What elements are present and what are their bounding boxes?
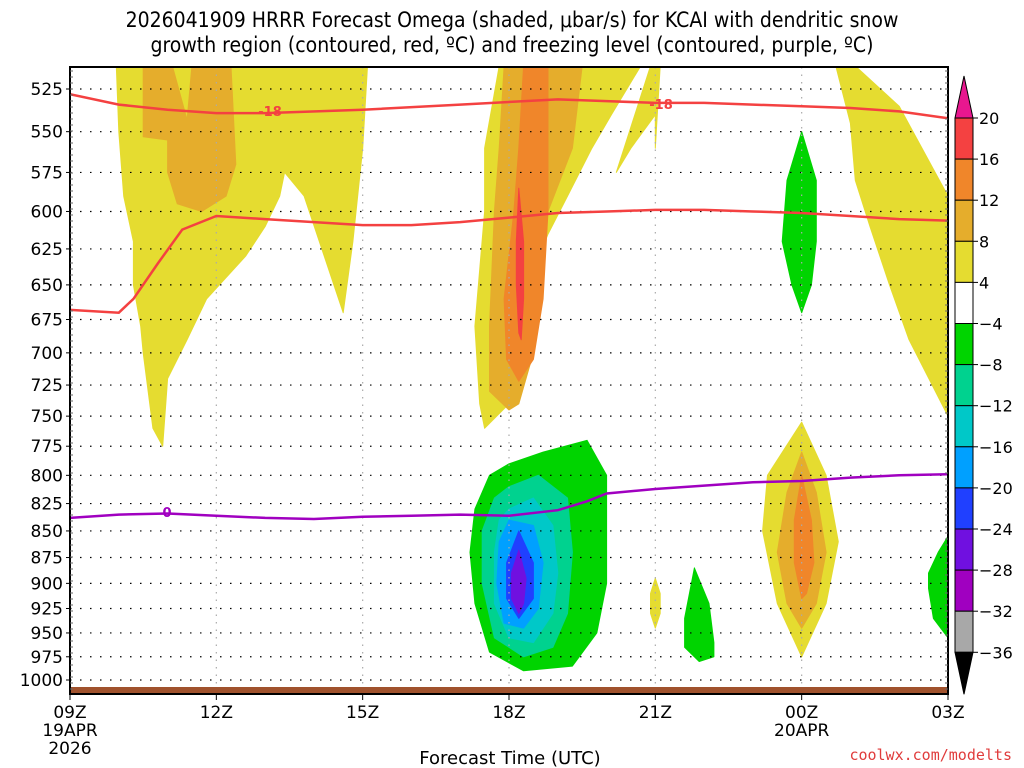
y-tick-label: 700 bbox=[31, 344, 63, 364]
y-tick-label: 650 bbox=[31, 276, 63, 296]
y-tick-label: 800 bbox=[31, 466, 63, 486]
x-tick-label: 15Z bbox=[346, 703, 379, 723]
y-tick-label: 750 bbox=[31, 407, 63, 427]
colorbar-label: −20 bbox=[979, 479, 1013, 498]
colorbar-min-arrow bbox=[954, 651, 974, 695]
y-tick-label: 900 bbox=[31, 574, 63, 594]
y-tick-label: 625 bbox=[31, 240, 63, 260]
x-tick-date: 20APR bbox=[774, 721, 830, 741]
y-axis: 525 550 575 600 625 650 675 700 725 750 775 800 825 8… bbox=[20, 70, 948, 691]
colorbar-swatch-16_20 bbox=[954, 117, 974, 160]
shaded-region-green-right-edge bbox=[928, 535, 948, 639]
colorbar-label: 20 bbox=[979, 109, 999, 128]
dgz-label-1: -18 bbox=[258, 105, 282, 120]
chart-title-line-1: 2026041909 HRRR Forecast Omega (shaded, … bbox=[126, 8, 899, 32]
dgz-label-2: -18 bbox=[649, 98, 673, 113]
colorbar: 20 16 12 8 4 −4 −8 −12 −16 −20 −24 −28 −32 −36 bbox=[954, 75, 1013, 695]
credit-link[interactable]: coolwx.com/modelts bbox=[849, 746, 1012, 764]
y-tick-label: 850 bbox=[31, 522, 63, 542]
shaded-region-orange-upper-left bbox=[142, 67, 237, 212]
shaded-region-dark-orange-00z-blob bbox=[793, 474, 815, 599]
colorbar-label: 16 bbox=[979, 150, 999, 169]
colorbar-swatch--4_4 bbox=[954, 281, 974, 324]
y-tick-label: 725 bbox=[31, 376, 63, 396]
colorbar-swatch--32_-28 bbox=[954, 569, 974, 612]
y-tick-label: 875 bbox=[31, 549, 63, 569]
freezing-level-contour bbox=[70, 472, 948, 521]
shaded-region-yellow-20z-wedge bbox=[615, 67, 661, 173]
colorbar-label: −4 bbox=[979, 315, 1003, 334]
colorbar-label: 8 bbox=[979, 232, 989, 251]
colorbar-swatch--20_-16 bbox=[954, 446, 974, 489]
x-tick-label: 12Z bbox=[200, 703, 233, 723]
colorbar-swatch--16_-12 bbox=[954, 405, 974, 448]
colorbar-label: −8 bbox=[979, 356, 1003, 375]
shaded-region-green-22z-blob bbox=[684, 567, 715, 662]
colorbar-label: 12 bbox=[979, 191, 999, 210]
shaded-region-yellow-right-diagonal bbox=[835, 67, 948, 417]
colorbar-swatch--12_-8 bbox=[954, 364, 974, 407]
contour-layer: -18 -18 0 bbox=[70, 92, 948, 521]
x-tick-label: 18Z bbox=[492, 703, 525, 723]
y-tick-label: 575 bbox=[31, 163, 63, 183]
colorbar-label: −16 bbox=[979, 438, 1013, 457]
shaded-region-green-00z-column bbox=[781, 131, 817, 314]
colorbar-swatch-8_12 bbox=[954, 199, 974, 242]
y-tick-label: 825 bbox=[31, 495, 63, 515]
colorbar-swatch-12_16 bbox=[954, 158, 974, 201]
colorbar-label: −24 bbox=[979, 520, 1013, 539]
x-tick-label: 09Z bbox=[53, 703, 86, 723]
colorbar-label: 4 bbox=[979, 273, 989, 292]
y-tick-label: 600 bbox=[31, 202, 63, 222]
shaded-region-dark-orange-19z-column bbox=[503, 67, 549, 382]
y-tick-label: 675 bbox=[31, 311, 63, 331]
colorbar-max-arrow bbox=[954, 75, 974, 119]
colorbar-swatch--36_-32 bbox=[954, 610, 974, 653]
shaded-region-red-19z-streak bbox=[515, 187, 525, 341]
y-tick-label: 1000 bbox=[20, 671, 63, 691]
dgz-upper-contour bbox=[70, 92, 948, 120]
shaded-region-purple-19z-blob bbox=[510, 549, 527, 614]
colorbar-label: −12 bbox=[979, 397, 1013, 416]
y-tick-label: 975 bbox=[31, 648, 63, 668]
colorbar-swatch--28_-24 bbox=[954, 528, 974, 571]
colorbar-label: −28 bbox=[979, 561, 1013, 580]
freezing-level-label: 0 bbox=[162, 506, 171, 521]
x-tick-label: 21Z bbox=[639, 703, 672, 723]
y-tick-label: 550 bbox=[31, 123, 63, 143]
omega-shading-layer bbox=[115, 67, 948, 672]
x-tick-date: 19APR bbox=[42, 721, 98, 741]
colorbar-label: −32 bbox=[979, 602, 1013, 621]
y-tick-label: 525 bbox=[31, 80, 63, 100]
ground-surface bbox=[70, 687, 948, 694]
colorbar-label: −36 bbox=[979, 643, 1013, 662]
shaded-region-yellow-21z-sliver bbox=[650, 577, 661, 629]
colorbar-swatch--8_-4 bbox=[954, 323, 974, 366]
dgz-lower-contour bbox=[70, 208, 948, 314]
y-tick-label: 925 bbox=[31, 599, 63, 619]
chart-title-line-2: growth region (contoured, red, ºC) and f… bbox=[151, 33, 874, 57]
x-tick-label: 03Z bbox=[931, 703, 964, 723]
ground-layer bbox=[70, 687, 948, 694]
x-tick-year: 2026 bbox=[48, 739, 91, 759]
colorbar-swatch-4_8 bbox=[954, 240, 974, 283]
x-tick-label: 00Z bbox=[785, 703, 818, 723]
y-tick-label: 950 bbox=[31, 624, 63, 644]
colorbar-swatch--24_-20 bbox=[954, 487, 974, 530]
x-axis-label: Forecast Time (UTC) bbox=[419, 748, 600, 768]
y-tick-label: 775 bbox=[31, 437, 63, 457]
